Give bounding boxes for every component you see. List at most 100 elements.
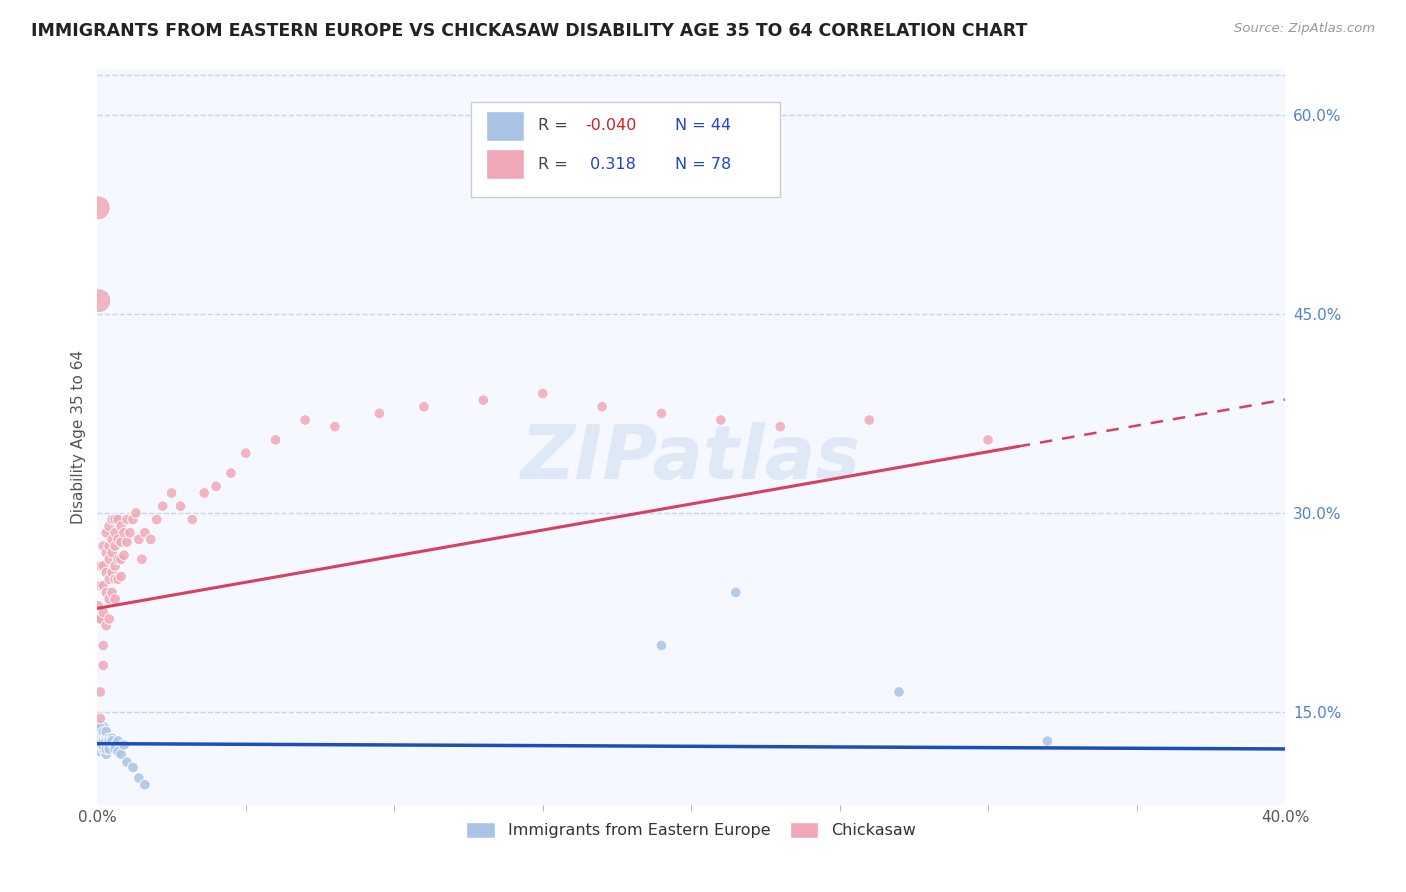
Point	[101, 731, 124, 746]
Point	[152, 500, 174, 514]
Point	[96, 546, 118, 560]
Point	[96, 729, 118, 743]
Point	[531, 386, 554, 401]
Point	[122, 512, 145, 526]
Point	[128, 533, 150, 547]
Point	[101, 533, 124, 547]
Point	[650, 406, 672, 420]
Point	[112, 549, 135, 563]
FancyBboxPatch shape	[485, 150, 523, 179]
Point	[96, 525, 118, 540]
Point	[472, 393, 495, 408]
Legend: Immigrants from Eastern Europe, Chickasaw: Immigrants from Eastern Europe, Chickasa…	[460, 815, 922, 845]
Point	[977, 433, 1000, 447]
Point	[101, 546, 124, 560]
Point	[89, 729, 111, 743]
Point	[107, 745, 129, 759]
Point	[145, 512, 167, 526]
Point	[98, 592, 121, 607]
Point	[413, 400, 436, 414]
Point	[98, 552, 121, 566]
Point	[91, 742, 114, 756]
Point	[724, 585, 747, 599]
Point	[101, 512, 124, 526]
Point	[112, 525, 135, 540]
Point	[91, 539, 114, 553]
Point	[91, 579, 114, 593]
Point	[91, 558, 114, 573]
Point	[125, 506, 148, 520]
Point	[104, 512, 127, 526]
Point	[91, 727, 114, 741]
Point	[128, 771, 150, 785]
Point	[98, 738, 121, 752]
Point	[89, 738, 111, 752]
Point	[169, 500, 191, 514]
Point	[591, 400, 613, 414]
Point	[118, 525, 141, 540]
Point	[89, 731, 111, 746]
Point	[98, 572, 121, 586]
Point	[98, 732, 121, 747]
Point	[107, 552, 129, 566]
Point	[104, 592, 127, 607]
FancyBboxPatch shape	[471, 102, 780, 197]
Point	[131, 552, 153, 566]
Point	[101, 566, 124, 580]
Point	[104, 558, 127, 573]
Point	[115, 756, 138, 770]
Point	[87, 293, 110, 308]
Point	[89, 738, 111, 752]
Point	[115, 535, 138, 549]
Point	[89, 612, 111, 626]
Point	[96, 731, 118, 746]
Point	[96, 738, 118, 752]
Point	[87, 201, 110, 215]
Point	[91, 734, 114, 748]
Point	[134, 525, 156, 540]
Point	[110, 535, 132, 549]
Point	[205, 479, 228, 493]
Point	[96, 724, 118, 739]
Point	[91, 724, 114, 739]
Point	[96, 566, 118, 580]
Y-axis label: Disability Age 35 to 64: Disability Age 35 to 64	[72, 350, 86, 524]
Point	[87, 724, 110, 739]
Point	[107, 512, 129, 526]
Point	[107, 533, 129, 547]
Point	[89, 745, 111, 759]
Point	[122, 760, 145, 774]
Point	[98, 734, 121, 748]
Point	[104, 738, 127, 752]
Point	[110, 747, 132, 762]
Point	[323, 419, 346, 434]
Point	[104, 572, 127, 586]
Point	[101, 585, 124, 599]
Point	[110, 519, 132, 533]
Point	[112, 738, 135, 752]
Point	[96, 585, 118, 599]
Point	[858, 413, 880, 427]
Point	[104, 525, 127, 540]
Point	[107, 734, 129, 748]
Point	[98, 519, 121, 533]
Point	[650, 639, 672, 653]
Point	[160, 486, 183, 500]
Point	[87, 599, 110, 613]
Point	[193, 486, 215, 500]
Point	[98, 742, 121, 756]
Point	[91, 735, 114, 749]
Point	[89, 558, 111, 573]
Point	[101, 737, 124, 751]
Point	[91, 605, 114, 619]
Point	[104, 742, 127, 756]
Point	[87, 612, 110, 626]
Point	[235, 446, 257, 460]
Point	[96, 734, 118, 748]
Point	[98, 612, 121, 626]
Point	[91, 658, 114, 673]
Point	[91, 739, 114, 754]
Point	[101, 734, 124, 748]
Point	[181, 512, 204, 526]
Text: R =: R =	[538, 119, 572, 134]
